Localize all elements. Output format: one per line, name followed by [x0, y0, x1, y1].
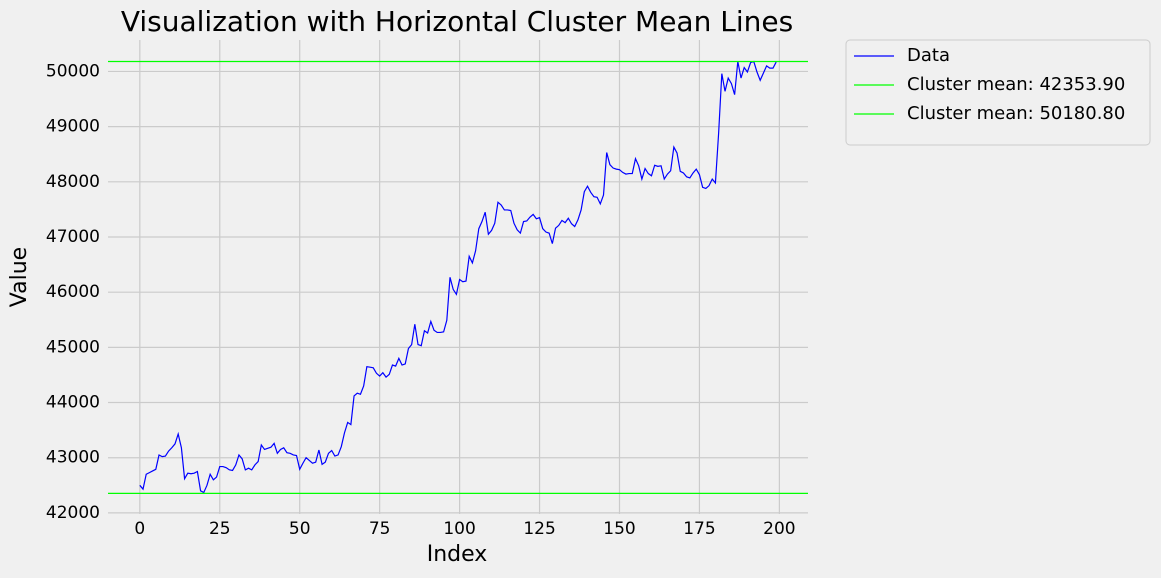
- data-line: [139, 60, 777, 494]
- x-tick-label: 125: [523, 519, 555, 539]
- x-tick-label: 25: [209, 519, 231, 539]
- legend-label: Cluster mean: 50180.80: [907, 103, 1125, 124]
- legend-label: Cluster mean: 42353.90: [907, 74, 1125, 95]
- legend: [845, 39, 1151, 146]
- y-tick-label: 48000: [46, 172, 100, 192]
- y-axis-label: Value: [7, 247, 32, 307]
- x-tick-label: 200: [763, 519, 795, 539]
- y-tick-label: 45000: [46, 337, 100, 357]
- legend-label: Data: [907, 45, 950, 66]
- y-tick-label: 49000: [46, 117, 100, 137]
- y-tick-label: 43000: [46, 448, 100, 468]
- x-axis-label: Index: [427, 542, 488, 567]
- y-tick-label: 46000: [46, 282, 100, 302]
- y-tick-label: 47000: [46, 227, 100, 247]
- x-tick-label: 175: [683, 519, 715, 539]
- x-tick-label: 0: [134, 519, 145, 539]
- x-tick-label: 75: [369, 519, 391, 539]
- x-tick-label: 50: [289, 519, 311, 539]
- y-tick-label: 50000: [46, 61, 100, 81]
- y-tick-label: 44000: [46, 393, 100, 413]
- chart-title: Visualization with Horizontal Cluster Me…: [121, 5, 793, 38]
- x-tick-label: 150: [603, 519, 635, 539]
- y-tick-label: 42000: [46, 503, 100, 523]
- x-tick-label: 100: [443, 519, 475, 539]
